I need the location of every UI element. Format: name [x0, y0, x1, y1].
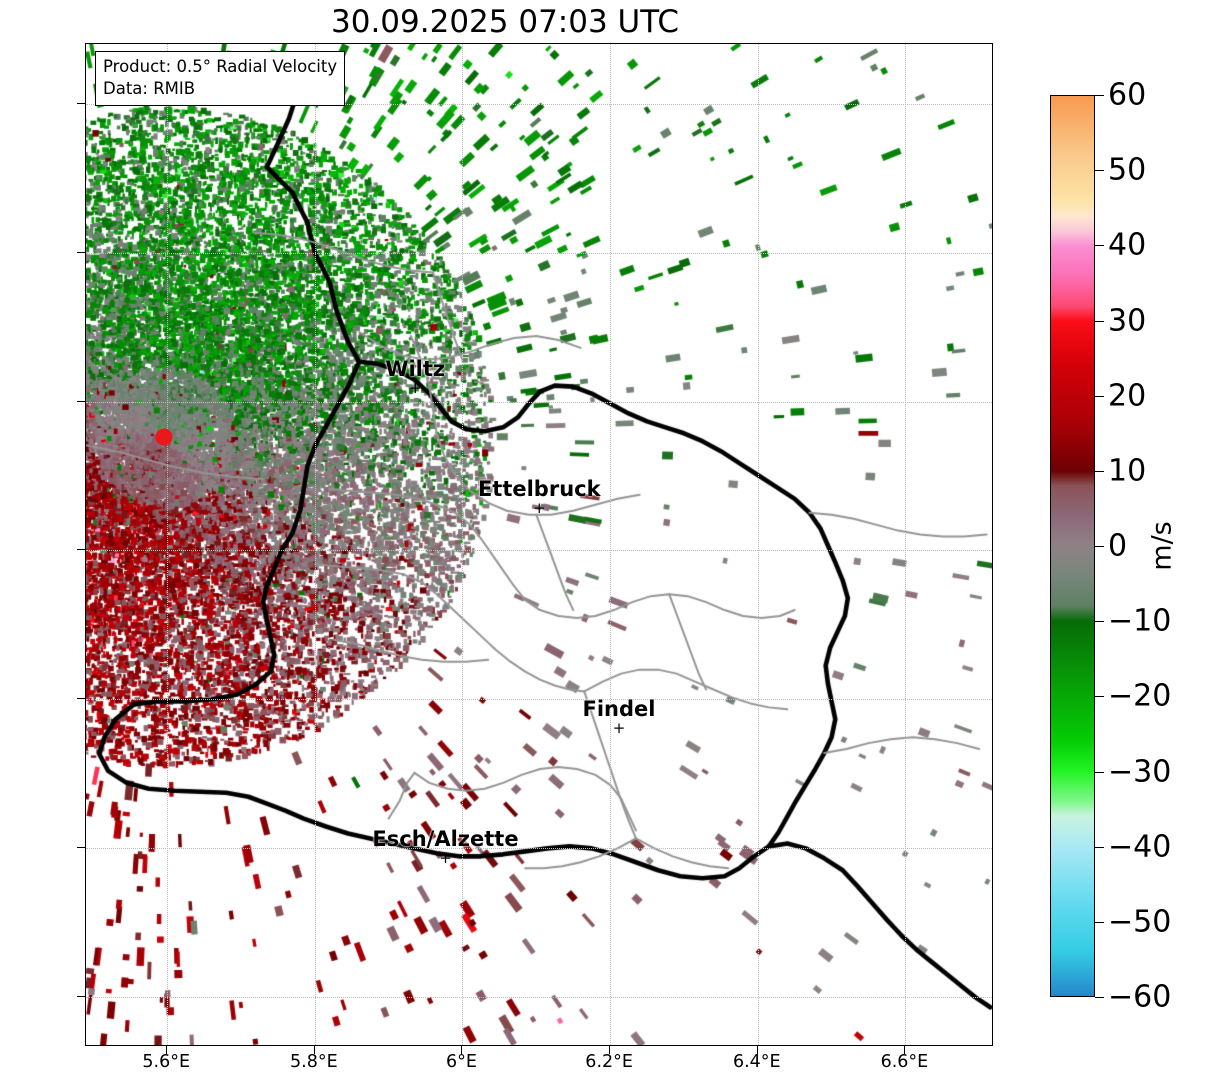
colorbar-tick [1095, 170, 1104, 172]
colorbar-tick-label: −50 [1108, 904, 1172, 940]
y-tick [77, 102, 85, 104]
y-tick [77, 698, 85, 700]
gridline-horizontal [86, 252, 992, 254]
colorbar-tick-label: 40 [1108, 227, 1147, 263]
city-label: Wiltz + [385, 356, 446, 397]
x-tick [461, 1046, 463, 1054]
gridline-vertical [757, 44, 759, 1045]
colorbar-tick [1095, 846, 1104, 848]
colorbar-tick [1095, 771, 1104, 773]
colorbar-tick-label: −30 [1108, 754, 1172, 789]
city-label: Ettelbruck + [477, 476, 601, 517]
x-tick-label: 6.4°E [732, 1052, 781, 1072]
radar-map-plot[interactable]: Wiltz + Ettelbruck + Findel + Esch/Alzette + [85, 43, 993, 1046]
city-label: Findel + [582, 697, 656, 738]
x-tick [904, 1046, 906, 1054]
y-tick [77, 847, 85, 849]
y-tick [77, 400, 85, 402]
y-tick [77, 251, 85, 253]
gridline-vertical [462, 44, 464, 1045]
x-tick [313, 1046, 315, 1054]
product-info-box: Product: 0.5° Radial Velocity Data: RMIB [95, 51, 346, 106]
x-tick [609, 1046, 611, 1054]
page-title: 30.09.2025 07:03 UTC [331, 4, 679, 40]
colorbar-tick [1095, 320, 1104, 322]
gridline-horizontal [86, 848, 992, 850]
x-tick-label: 6.2°E [585, 1052, 633, 1072]
city-name: Wiltz [385, 356, 446, 381]
colorbar-unit-label: m/s [1146, 521, 1178, 571]
gridline-vertical [610, 44, 612, 1045]
colorbar-tick [1095, 95, 1104, 96]
radar-site-marker [155, 428, 173, 446]
colorbar-tick [1095, 546, 1104, 547]
gridline-vertical [905, 44, 907, 1045]
colorbar-tick-label: −10 [1108, 603, 1172, 639]
radial-velocity-canvas [86, 44, 992, 1045]
gridline-horizontal [86, 550, 992, 552]
colorbar-tick [1095, 395, 1104, 397]
city-name: Esch/Alzette [372, 827, 519, 852]
x-tick [756, 1046, 758, 1054]
x-tick-label: 5.8°E [290, 1052, 338, 1072]
colorbar-tick-label: 30 [1108, 303, 1147, 338]
gridline-vertical [167, 44, 169, 1045]
data-source-line: Data: RMIB [103, 78, 196, 98]
gridline-vertical [314, 44, 316, 1045]
x-tick-label: 6.6°E [880, 1052, 929, 1072]
colorbar-tick [1095, 921, 1104, 923]
colorbar-tick-label: 20 [1108, 378, 1147, 414]
x-tick [166, 1046, 168, 1054]
colorbar-tick-label: 0 [1108, 528, 1128, 564]
gridline-horizontal [86, 103, 992, 105]
gridline-horizontal [86, 997, 992, 999]
y-tick [77, 996, 85, 998]
colorbar-tick-label: 60 [1108, 77, 1147, 113]
x-tick-label: 5.6°E [142, 1052, 191, 1072]
y-tick [77, 549, 85, 551]
gridline-horizontal [86, 401, 992, 403]
gridline-horizontal [86, 699, 992, 701]
city-marker-icon: + [612, 719, 626, 738]
colorbar-tick-label: −20 [1108, 678, 1172, 714]
product-line: Product: 0.5° Radial Velocity [103, 57, 338, 76]
colorbar-tick-label: 10 [1108, 453, 1147, 489]
colorbar-tick [1095, 997, 1104, 998]
colorbar-tick [1095, 245, 1104, 247]
city-name: Ettelbruck [477, 476, 601, 501]
x-tick-label: 6°E [446, 1052, 477, 1072]
city-marker-icon: + [439, 849, 452, 868]
city-marker-icon: + [532, 498, 546, 517]
colorbar-tick-label: −40 [1108, 829, 1172, 865]
city-label: Esch/Alzette + [372, 827, 519, 868]
colorbar-tick-label: −60 [1108, 979, 1172, 1015]
city-marker-icon: + [408, 378, 422, 397]
colorbar-tick [1095, 470, 1104, 472]
velocity-colorbar [1050, 95, 1095, 997]
city-name: Findel [582, 697, 656, 722]
colorbar-tick [1095, 696, 1104, 698]
colorbar-tick [1095, 621, 1104, 623]
colorbar-tick-label: 50 [1108, 152, 1147, 188]
